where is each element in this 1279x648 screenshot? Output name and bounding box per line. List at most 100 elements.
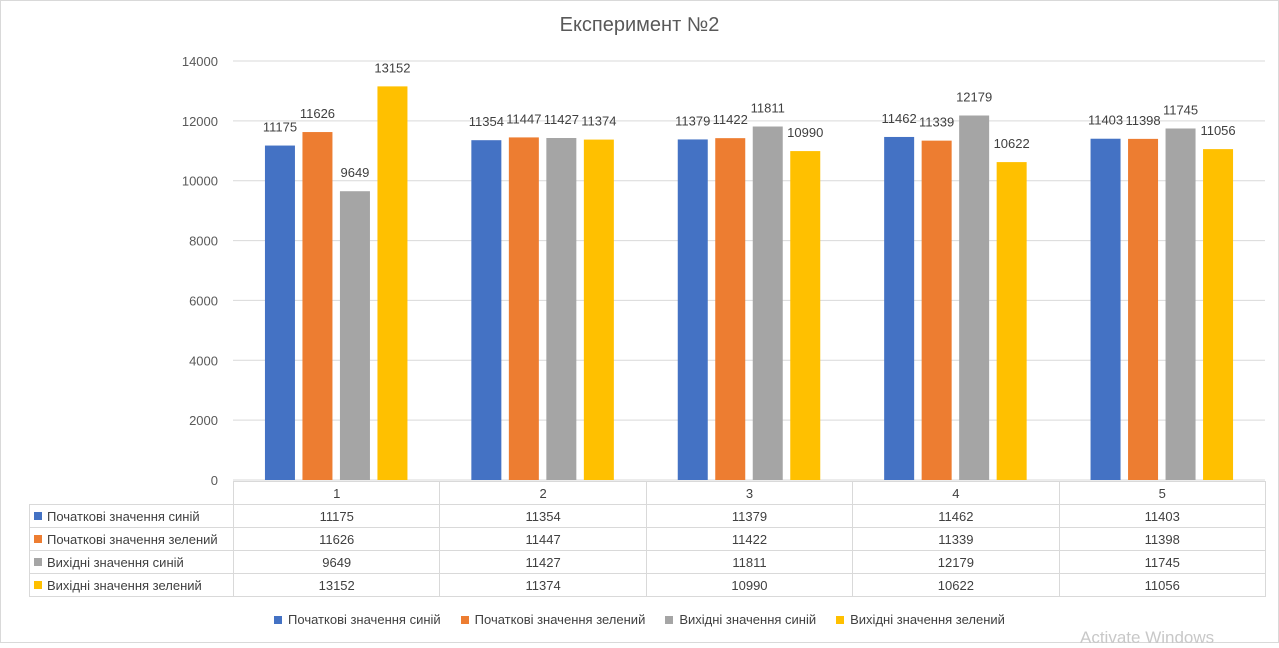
table-row-header: Вихідні значення синій: [29, 550, 234, 574]
bar: [959, 115, 990, 480]
legend-label: Вихідні значення зелений: [850, 612, 1005, 627]
bar: [377, 86, 408, 480]
activate-windows-watermark: Activate Windows: [1080, 628, 1215, 647]
bar: [996, 162, 1027, 481]
y-tick-label: 12000: [182, 114, 218, 129]
legend-key-icon: [34, 512, 42, 521]
table-row-header: Початкові значення синій: [29, 504, 234, 528]
table-cell: 11422: [645, 527, 854, 551]
bar: [677, 139, 708, 480]
legend-swatch-icon: [665, 615, 674, 624]
data-label: 11403: [1088, 113, 1123, 128]
y-tick-label: 2000: [189, 413, 218, 428]
data-label: 11811: [751, 101, 785, 116]
table-cell: 13152: [232, 573, 441, 597]
data-label: 10622: [994, 136, 1030, 151]
series-name: Початкові значення синій: [47, 508, 200, 524]
legend-item: Початкові значення зелений: [460, 612, 645, 627]
data-label: 10990: [787, 125, 823, 140]
bar: [1128, 138, 1159, 480]
series-name: Вихідні значення зелений: [47, 577, 202, 593]
table-cell: 10990: [645, 573, 854, 597]
legend-swatch-icon: [836, 615, 845, 624]
bar: [302, 132, 333, 481]
table-row: Початкові значення синій 11175 11354 11379 1…: [29, 504, 1266, 528]
table-cell: 9649: [232, 550, 441, 574]
bar: [1203, 149, 1234, 480]
bar: [264, 145, 295, 480]
table-cell: 12179: [852, 550, 1060, 574]
y-tick-label: 6000: [189, 293, 218, 308]
series-name: Вихідні значення синій: [47, 554, 184, 570]
legend-key-icon: [34, 535, 42, 544]
table-cell: 11374: [439, 573, 647, 597]
chart-title: Експеримент №2: [559, 14, 720, 36]
table-cell: 11175: [232, 504, 441, 528]
y-tick-label: 4000: [189, 353, 218, 368]
data-label: 11339: [919, 115, 954, 130]
data-label: 11447: [506, 111, 541, 126]
table-corner: [29, 481, 234, 505]
data-label: 11175: [263, 120, 297, 135]
data-label: 11427: [544, 112, 579, 127]
data-label: 9649: [340, 165, 369, 180]
table-cell: 11403: [1058, 504, 1266, 528]
data-label: 11422: [713, 112, 748, 127]
data-label: 11379: [675, 113, 710, 128]
table-cell: 11398: [1058, 527, 1266, 551]
legend-label: Початкові значення синій: [288, 612, 441, 627]
category-label: 2: [439, 481, 647, 505]
bar: [884, 136, 915, 480]
category-label: 3: [645, 481, 854, 505]
category-label: 1: [232, 481, 441, 505]
bar: [508, 137, 539, 480]
table-cell: 11339: [852, 527, 1060, 551]
bar: [921, 140, 952, 480]
table-row: Вихідні значення синій 9649 11427 11811 1217…: [29, 550, 1266, 574]
bar: [339, 191, 370, 480]
y-tick-label: 8000: [189, 234, 218, 249]
table-cell: 10622: [852, 573, 1060, 597]
data-label: 11626: [300, 106, 335, 121]
table-cell: 11379: [645, 504, 854, 528]
y-tick-label: 10000: [182, 174, 218, 189]
data-label: 11354: [469, 114, 504, 129]
bar: [1165, 128, 1196, 480]
table-row: Початкові значення зелений 11626 11447 1142…: [29, 527, 1266, 551]
legend: Початкові значення синій Початкові значен…: [0, 612, 1279, 627]
legend-item: Вихідні значення зелений: [836, 612, 1005, 627]
bar: [1090, 138, 1121, 481]
data-table: 1 2 3 4 5 Початкові значення синій 11175 11354 1…: [29, 481, 1266, 597]
bar: [546, 138, 577, 480]
table-cell: 11745: [1058, 550, 1266, 574]
data-label: 11056: [1200, 123, 1235, 138]
table-cell: 11427: [439, 550, 647, 574]
table-cell: 11626: [232, 527, 441, 551]
data-label: 12179: [956, 89, 992, 104]
table-cell: 11056: [1058, 573, 1266, 597]
table-cell: 11462: [852, 504, 1060, 528]
category-label: 4: [852, 481, 1060, 505]
data-label: 11462: [882, 111, 917, 126]
bar: [715, 138, 746, 480]
data-label: 11745: [1163, 102, 1198, 117]
y-tick-label: 14000: [182, 54, 218, 69]
series-name: Початкові значення зелений: [47, 531, 218, 547]
legend-label: Вихідні значення синій: [679, 612, 817, 627]
table-row-header: Вихідні значення зелений: [29, 573, 234, 597]
legend-key-icon: [34, 558, 42, 567]
bar: [583, 139, 614, 481]
data-label: 13152: [374, 60, 410, 75]
data-label: 11374: [581, 114, 616, 129]
y-tick-label: 0: [211, 473, 218, 488]
legend-item: Початкові значення синій: [274, 612, 441, 627]
legend-swatch-icon: [460, 615, 469, 624]
legend-swatch-icon: [274, 615, 283, 624]
bar: [790, 151, 821, 480]
bar: [752, 126, 783, 480]
category-label: 5: [1058, 481, 1266, 505]
bar: [471, 140, 502, 481]
table-cell: 11447: [439, 527, 647, 551]
